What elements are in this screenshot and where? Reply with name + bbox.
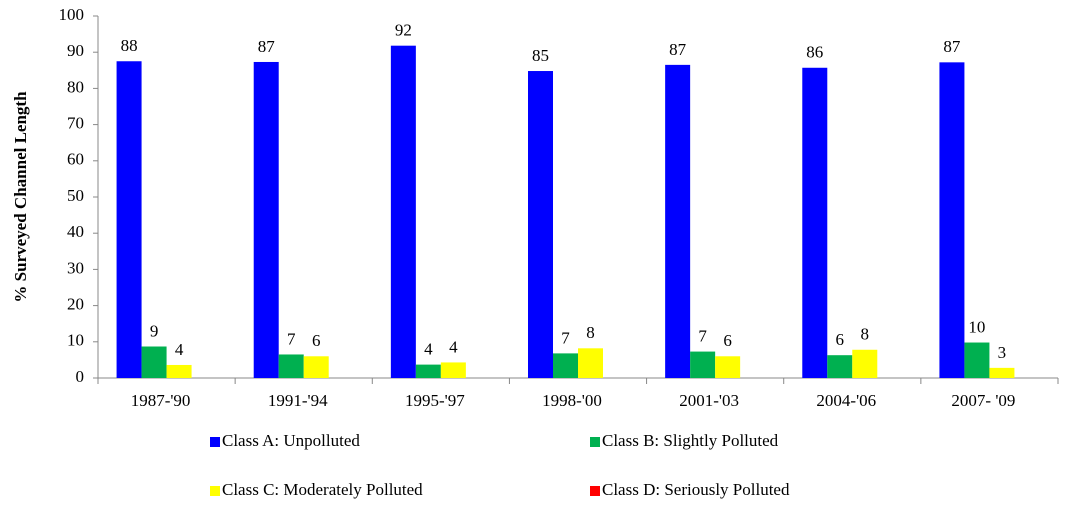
data-label: 6 xyxy=(836,330,845,349)
bar xyxy=(802,67,828,379)
bar xyxy=(578,348,603,378)
bar xyxy=(116,61,142,378)
data-label: 10 xyxy=(968,317,985,336)
data-label: 3 xyxy=(998,343,1007,362)
y-tick-label: 30 xyxy=(67,258,84,277)
data-label: 4 xyxy=(175,340,184,359)
data-label: 9 xyxy=(150,321,159,340)
data-label: 88 xyxy=(121,36,138,55)
bar xyxy=(278,354,304,378)
y-tick-label: 80 xyxy=(67,77,84,96)
y-tick-label: 10 xyxy=(67,331,84,350)
data-label: 87 xyxy=(943,37,961,56)
data-label: 7 xyxy=(698,326,707,345)
legend-label: Class C: Moderately Polluted xyxy=(222,480,423,499)
bar xyxy=(715,356,741,378)
data-label: 86 xyxy=(806,43,823,62)
bar xyxy=(528,71,553,379)
data-label: 87 xyxy=(669,40,687,59)
bar xyxy=(939,62,965,378)
x-tick-label: 1991-'94 xyxy=(268,391,328,410)
data-label: 8 xyxy=(586,323,595,342)
data-label: 4 xyxy=(424,340,433,359)
x-tick-label: 2004-'06 xyxy=(816,391,876,410)
y-axis-label: % Surveyed Channel Length xyxy=(11,91,30,303)
bar xyxy=(440,362,466,378)
data-label: 7 xyxy=(561,328,570,347)
x-tick-label: 1995-'97 xyxy=(405,391,465,410)
bar xyxy=(390,45,416,379)
bar xyxy=(166,364,192,378)
y-tick-label: 50 xyxy=(67,186,84,205)
data-label: 7 xyxy=(287,329,296,348)
x-tick-label: 1987-'90 xyxy=(131,391,191,410)
legend-swatch xyxy=(590,437,600,447)
x-tick-label: 1998-'00 xyxy=(542,391,602,410)
y-tick-label: 40 xyxy=(67,222,84,241)
legend-swatch xyxy=(590,486,600,496)
y-tick-label: 90 xyxy=(67,41,84,60)
data-label: 6 xyxy=(723,331,732,350)
bar xyxy=(989,367,1015,378)
legend-swatch xyxy=(210,486,220,496)
bar xyxy=(964,342,990,378)
y-tick-label: 100 xyxy=(59,5,85,24)
legend-swatch xyxy=(210,437,220,447)
legend-label: Class B: Slightly Polluted xyxy=(602,431,779,450)
bar xyxy=(553,353,578,378)
y-tick-label: 0 xyxy=(76,367,85,386)
data-label: 4 xyxy=(449,337,458,356)
y-tick-label: 20 xyxy=(67,295,84,314)
data-label: 8 xyxy=(861,325,870,344)
bar xyxy=(415,364,441,378)
bar xyxy=(852,349,878,378)
data-label: 87 xyxy=(258,37,276,56)
bar xyxy=(141,346,167,378)
bar xyxy=(253,61,279,378)
bar xyxy=(665,64,691,379)
bar xyxy=(827,355,853,378)
x-tick-label: 2001-'03 xyxy=(679,391,739,410)
legend-label: Class D: Seriously Polluted xyxy=(602,480,790,499)
x-tick-label: 2007- '09 xyxy=(951,391,1015,410)
data-label: 85 xyxy=(532,46,549,65)
y-tick-label: 70 xyxy=(67,114,84,133)
data-label: 92 xyxy=(395,21,412,40)
y-tick-label: 60 xyxy=(67,150,84,169)
bar xyxy=(303,356,329,378)
data-label: 6 xyxy=(312,331,321,350)
legend-label: Class A: Unpolluted xyxy=(222,431,360,450)
bar xyxy=(690,351,716,378)
